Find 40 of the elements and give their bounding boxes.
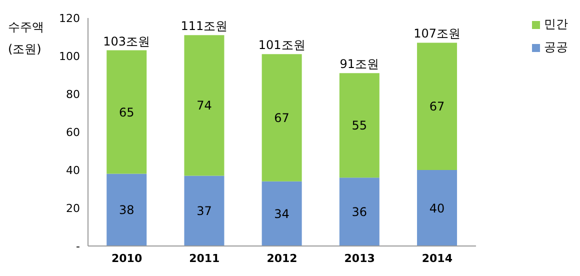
bar [184, 176, 224, 246]
y-tick-label: 60 [66, 126, 80, 139]
data-label: 67 [274, 111, 290, 126]
x-tick-label: 2014 [422, 252, 453, 265]
x-tick-label: 2011 [189, 252, 220, 265]
data-label: 34 [274, 206, 290, 221]
total-label: 107조원 [414, 26, 460, 41]
data-label: 55 [352, 118, 368, 133]
y-tick-label: 80 [66, 88, 80, 101]
data-label: 37 [196, 204, 212, 218]
y-tick-label: 20 [66, 202, 80, 215]
x-tick-label: 2012 [266, 252, 298, 265]
y-tick-label: 40 [66, 164, 80, 177]
legend-label: 공공 [544, 39, 568, 56]
y-axis-title: 수주액 (조원) [8, 19, 44, 58]
data-label: 67 [429, 100, 445, 114]
y-tick-label: - [76, 240, 80, 253]
data-label: 38 [118, 203, 134, 218]
bar [106, 50, 147, 174]
y-tick-label: 120 [59, 12, 80, 25]
data-label: 74 [196, 98, 212, 113]
bar [262, 181, 302, 246]
bar [339, 178, 380, 246]
bar [262, 54, 302, 182]
x-tick-label: 2010 [111, 252, 142, 265]
legend-label: 민간 [544, 16, 568, 33]
bar [106, 174, 147, 246]
x-tick-label: 2013 [344, 252, 375, 265]
bar [417, 170, 458, 246]
data-label: 40 [429, 201, 445, 216]
total-label: 111조원 [180, 19, 228, 34]
bar [417, 42, 458, 170]
total-label: 103조원 [103, 34, 150, 48]
total-label: 101조원 [258, 38, 306, 52]
total-label: 91조원 [340, 57, 380, 72]
bar [339, 73, 380, 178]
data-label: 65 [118, 105, 134, 120]
bar [184, 35, 224, 176]
data-label: 36 [352, 205, 368, 220]
y-tick-label: 100 [59, 50, 80, 63]
